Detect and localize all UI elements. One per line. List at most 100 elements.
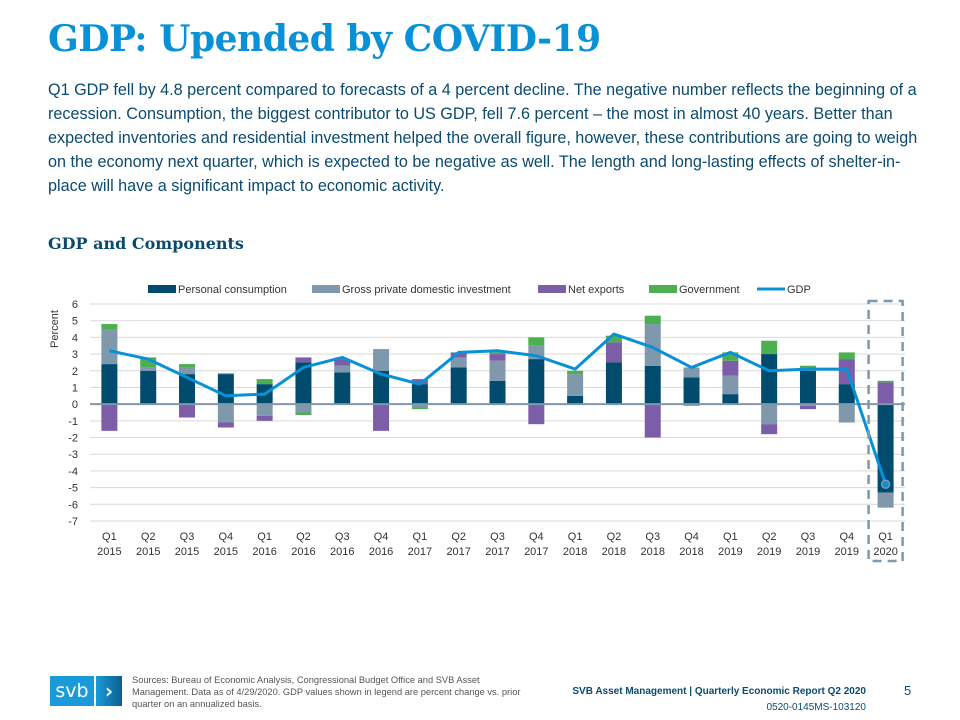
y-tick-label: 4 xyxy=(72,332,78,344)
y-tick-label: 0 xyxy=(72,399,78,411)
bar-government xyxy=(411,407,428,410)
x-tick-quarter: Q2 xyxy=(141,531,156,543)
x-tick-quarter: Q2 xyxy=(762,531,777,543)
y-tick-label: 2 xyxy=(72,366,78,378)
x-tick-year: 2015 xyxy=(136,546,160,558)
gdp-series-line xyxy=(109,332,888,485)
bar-investment xyxy=(450,357,467,368)
bar-personal-consumption xyxy=(683,377,700,405)
bar-investment xyxy=(877,492,894,508)
bar-government xyxy=(877,380,894,383)
bar-government xyxy=(838,352,855,360)
x-tick-quarter: Q4 xyxy=(684,531,699,543)
x-tick-year: 2017 xyxy=(446,546,470,558)
bar-investment xyxy=(489,360,506,381)
bar-net-exports xyxy=(179,404,196,418)
x-tick-year: 2019 xyxy=(757,546,781,558)
chart-heading: GDP and Components xyxy=(48,234,244,253)
y-axis-label: Percent xyxy=(49,310,61,348)
bar-personal-consumption xyxy=(799,370,816,405)
legend-label: Gross private domestic investment xyxy=(342,284,511,296)
x-tick-quarter: Q1 xyxy=(102,531,117,543)
x-tick-year: 2016 xyxy=(369,546,393,558)
bar-investment xyxy=(140,367,157,371)
bar-government xyxy=(256,379,273,385)
bar-government xyxy=(140,357,157,368)
chart-legend: Personal consumption Gross private domest… xyxy=(148,284,811,296)
legend-label: Government xyxy=(679,284,740,296)
x-axis: Q1 2015 Q2 2015 Q3 2015 Q4 2015 Q1 2016 Q2 2016 Q3 20… xyxy=(97,531,898,558)
x-tick-year: 2017 xyxy=(524,546,548,558)
bar-net-exports xyxy=(722,360,739,376)
bar-net-exports xyxy=(489,354,506,361)
x-tick-quarter: Q4 xyxy=(374,531,389,543)
y-tick-label: -6 xyxy=(68,499,78,511)
x-tick-year: 2015 xyxy=(175,546,199,558)
x-tick-quarter: Q3 xyxy=(335,531,350,543)
bar-personal-consumption xyxy=(489,380,506,405)
bar-net-exports xyxy=(373,404,390,431)
bar-net-exports xyxy=(799,405,816,410)
x-tick-year: 2016 xyxy=(330,546,354,558)
bar-net-exports xyxy=(528,404,545,425)
bar-government xyxy=(644,315,661,325)
bar-personal-consumption xyxy=(217,374,234,405)
x-tick-quarter: Q4 xyxy=(529,531,544,543)
highlight-box xyxy=(867,299,904,563)
bar-net-exports xyxy=(295,357,312,363)
bar-investment xyxy=(101,329,118,365)
page-title: GDP: Upended by COVID-19 xyxy=(48,18,601,60)
bar-net-exports xyxy=(644,404,661,438)
gdp-line xyxy=(109,332,891,490)
bar-net-exports xyxy=(450,352,467,358)
bar-personal-consumption xyxy=(838,384,855,405)
x-tick-quarter: Q2 xyxy=(451,531,466,543)
x-tick-year: 2018 xyxy=(640,546,664,558)
bar-investment xyxy=(761,404,778,425)
x-tick-quarter: Q4 xyxy=(839,531,854,543)
q1-2020-highlight xyxy=(867,299,904,563)
y-tick-label: 3 xyxy=(72,349,78,361)
bar-net-exports xyxy=(877,382,894,405)
legend-label: Net exports xyxy=(568,284,625,296)
chart-bars xyxy=(101,315,894,508)
legend-label: Personal consumption xyxy=(178,284,287,296)
bar-personal-consumption xyxy=(722,394,739,405)
svb-logo: svb › xyxy=(50,676,122,706)
bar-government xyxy=(101,324,118,330)
legend-label: GDP xyxy=(787,284,811,296)
bar-investment xyxy=(722,375,739,395)
y-tick-label: 5 xyxy=(72,316,78,328)
x-tick-year: 2018 xyxy=(602,546,626,558)
bar-net-exports xyxy=(101,404,118,431)
x-tick-year: 2016 xyxy=(291,546,315,558)
x-tick-quarter: Q3 xyxy=(645,531,660,543)
x-tick-year: 2018 xyxy=(679,546,703,558)
x-tick-quarter: Q2 xyxy=(607,531,622,543)
bar-investment xyxy=(179,367,196,375)
legend-swatch-investment xyxy=(312,285,340,293)
bar-personal-consumption xyxy=(295,362,312,405)
x-tick-quarter: Q1 xyxy=(413,531,428,543)
bar-investment xyxy=(683,367,700,378)
bar-investment xyxy=(256,404,273,416)
bar-net-exports xyxy=(761,424,778,435)
bar-investment xyxy=(411,404,428,408)
x-tick-year: 2016 xyxy=(252,546,276,558)
bar-net-exports xyxy=(605,342,622,363)
sources-note: Sources: Bureau of Economic Analysis, Co… xyxy=(132,675,521,709)
bar-personal-consumption xyxy=(140,370,157,405)
y-tick-label: -5 xyxy=(68,483,78,495)
x-tick-year: 2019 xyxy=(796,546,820,558)
svb-logo-text: svb xyxy=(50,676,94,706)
bar-personal-consumption xyxy=(761,354,778,405)
x-tick-quarter: Q2 xyxy=(296,531,311,543)
bar-government xyxy=(528,337,545,346)
legend-swatch-government xyxy=(649,285,677,293)
bar-personal-consumption xyxy=(605,362,622,405)
y-tick-label: -3 xyxy=(68,449,78,461)
y-tick-label: 1 xyxy=(72,382,78,394)
bar-investment xyxy=(295,404,312,413)
bar-government xyxy=(722,352,739,361)
x-tick-quarter: Q3 xyxy=(801,531,816,543)
